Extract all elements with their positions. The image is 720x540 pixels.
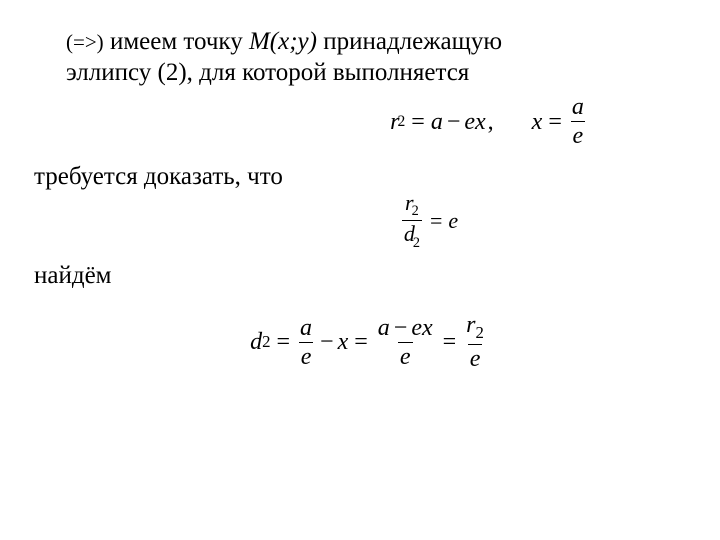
para1-line1: (=>) имеем точку M(x;y) принадлежащую: [56, 26, 682, 57]
eq3-x: x: [338, 327, 349, 357]
eq3-f1-num: a: [298, 316, 314, 342]
eq3-f2-den: e: [398, 342, 413, 369]
eq1-frac-num: a: [570, 95, 586, 121]
eq2-frac-den: d2: [402, 220, 422, 250]
implication-arrow: (=>): [66, 30, 104, 54]
eq3-lhs: d2: [250, 327, 270, 357]
paragraph-2: требуется доказать, что: [34, 161, 682, 192]
paragraph-3: найдём: [34, 260, 682, 291]
eq1-rhs1: a−ex: [431, 107, 486, 137]
equation-1: r2 = a−ex , x = a e: [56, 97, 720, 147]
paragraph-1: (=>) имеем точку M(x;y) принадлежащую эл…: [56, 26, 682, 89]
equation-2: r2 d2 = e: [56, 196, 720, 246]
eq2-r-sub: 2: [412, 203, 419, 219]
eq2-rhs: e: [448, 207, 458, 235]
para1-text-b: принадлежащую: [317, 28, 502, 55]
comma: ,: [488, 107, 494, 137]
eq3-f3-r-sub: 2: [476, 323, 484, 342]
minus-sign: −: [320, 327, 334, 357]
eq3-f2-e: e: [411, 315, 422, 341]
eq1-lhs: r2: [390, 107, 405, 137]
eq3-frac3: r2 e: [464, 313, 486, 371]
eq3-frac1: a e: [298, 316, 314, 369]
eq3-f3-num: r2: [464, 313, 486, 344]
eq2-d-sub: 2: [413, 235, 420, 251]
eq3-f3-r: r: [466, 312, 475, 338]
eq3-f3-den: e: [468, 344, 483, 371]
equals-sign: =: [548, 107, 562, 137]
equals-sign: =: [411, 107, 425, 137]
eq1-e: e: [464, 107, 475, 137]
eq2-frac: r2 d2: [402, 192, 422, 250]
eq1-frac: a e: [570, 95, 586, 148]
para1-text-a: имеем точку: [104, 28, 249, 55]
eq1-r-sub: 2: [397, 112, 405, 131]
eq3-f2-a: a: [378, 315, 390, 341]
eq1-x: x: [475, 107, 486, 137]
equals-sign: =: [430, 207, 442, 235]
eq3-f2-x: x: [422, 315, 433, 341]
eq3-f2-num: a−ex: [376, 316, 435, 342]
equals-sign: =: [276, 327, 290, 357]
eq3-frac2: a−ex e: [376, 316, 435, 369]
minus-sign: −: [394, 315, 408, 341]
eq1-frac-den: e: [571, 121, 586, 148]
eq3-d: d: [250, 327, 262, 357]
point-m: M(x;y): [249, 28, 317, 55]
eq1-a: a: [431, 107, 443, 137]
minus-sign: −: [447, 107, 461, 137]
para1-line2: эллипсу (2), для которой выполняется: [56, 57, 682, 88]
equation-3: d2 = a e − x = a−ex e = r2 e: [56, 315, 682, 369]
eq3-f1-den: e: [299, 342, 314, 369]
eq3-d-sub: 2: [262, 332, 270, 353]
eq2-frac-num: r2: [403, 192, 421, 221]
equals-sign: =: [354, 327, 368, 357]
eq1-x2: x: [532, 107, 543, 137]
equals-sign: =: [443, 327, 457, 357]
